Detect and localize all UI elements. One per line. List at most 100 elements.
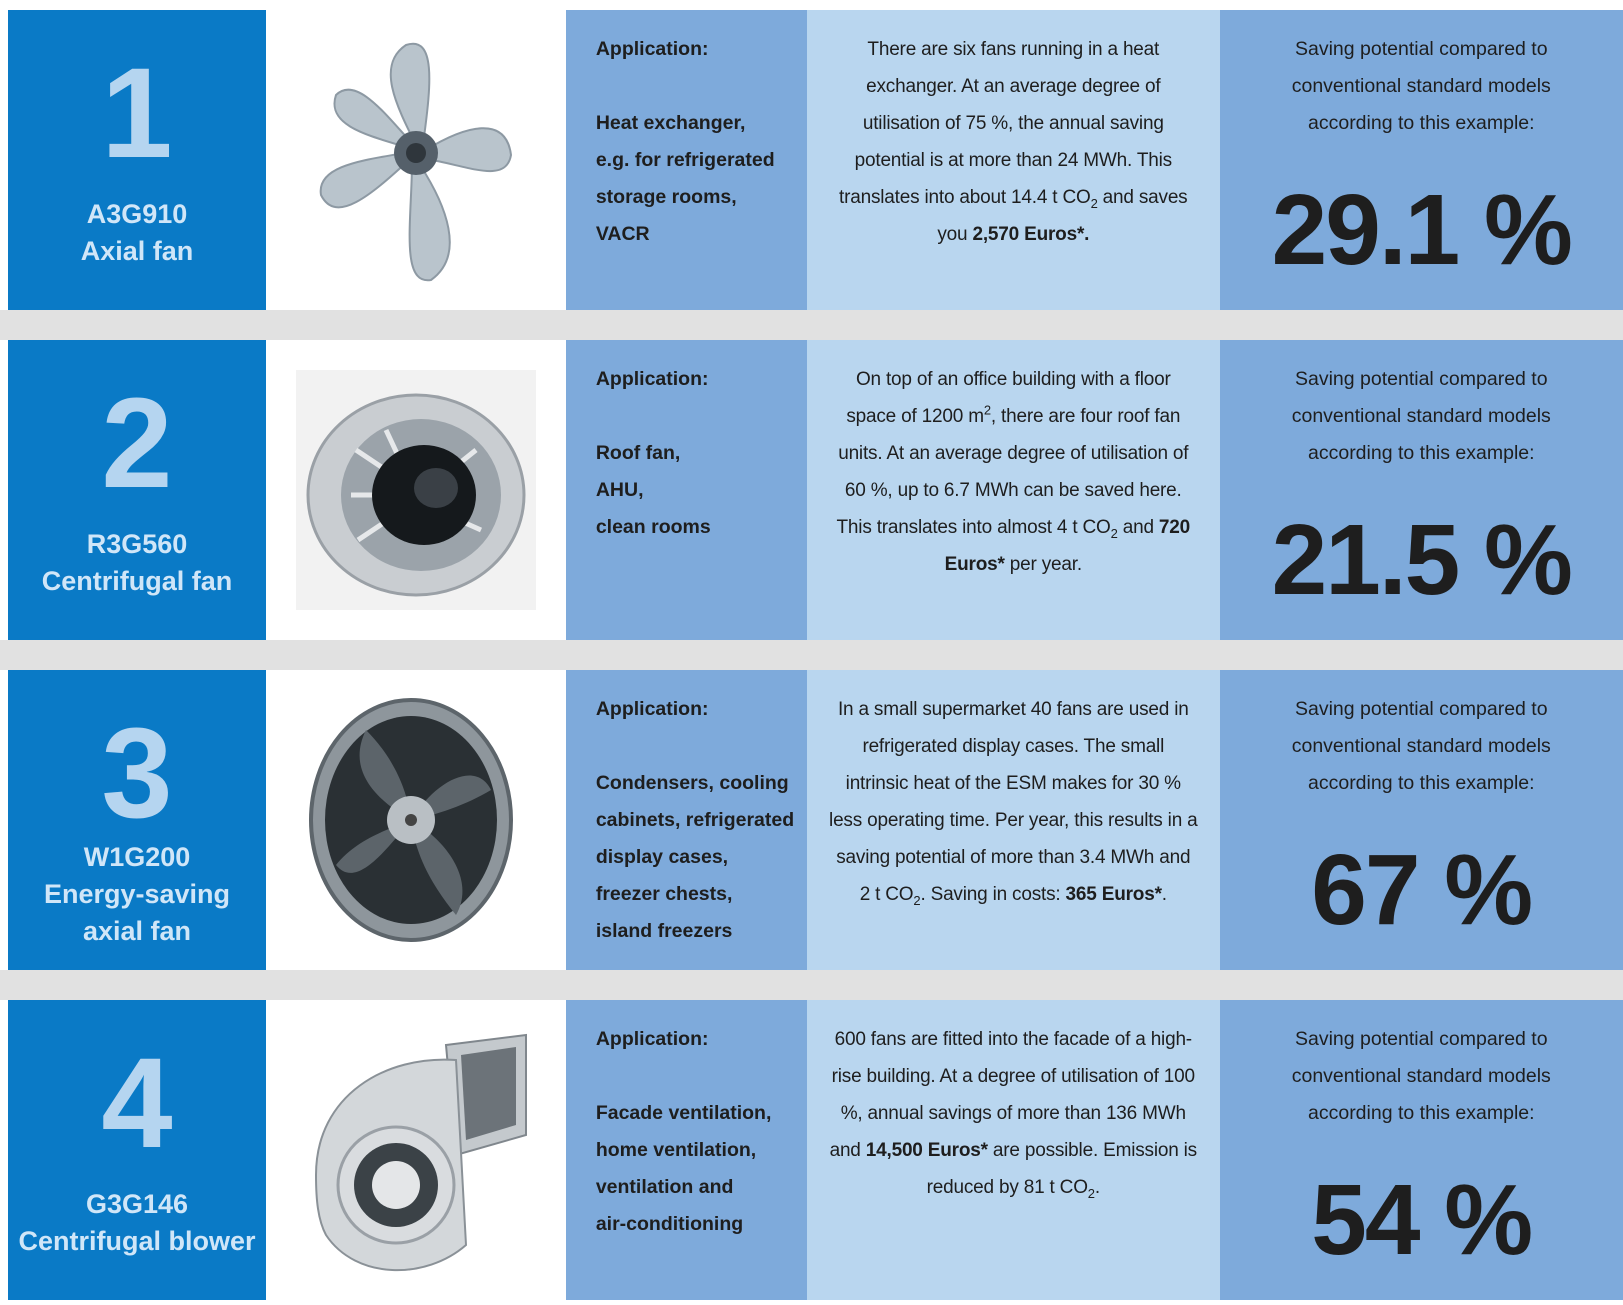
application-line: home ventilation, [596,1132,807,1169]
fan-image [296,370,536,610]
image-cell [266,340,566,640]
saving-cell: Saving potential compared to conventiona… [1220,340,1623,640]
saving-intro: according to this example: [1220,1095,1623,1132]
superscript: 2 [984,403,991,418]
saving-intro: conventional standard models [1220,1058,1623,1095]
saving-intro: Saving potential compared to [1220,1021,1623,1058]
saving-cell: Saving potential compared to conventiona… [1220,1000,1623,1300]
application-line: Roof fan, [596,435,807,472]
saving-intro: conventional standard models [1220,398,1623,435]
model-line: A3G910 [81,196,194,233]
model-line: Energy-saving [44,876,230,913]
saving-intro: Saving potential compared to [1220,361,1623,398]
application-line: VACR [596,216,807,253]
model-line: axial fan [44,913,230,950]
model-line: R3G560 [42,526,233,563]
row-number: 4 [101,1040,172,1168]
application-line: freezer chests, [596,876,807,913]
image-cell [266,670,566,970]
application-cell: Application: Facade ventilation, home ve… [566,1000,807,1300]
bold-text: 14,500 Euros* [866,1140,988,1161]
saving-intro: according to this example: [1220,765,1623,802]
text: per year. [1005,554,1082,575]
image-cell [266,10,566,310]
saving-intro: Saving potential compared to [1220,31,1623,68]
application-line: Condensers, cooling [596,765,807,802]
application-line: storage rooms, [596,179,807,216]
application-line: cabinets, refrigerated [596,802,807,839]
separator [0,970,1623,1000]
saving-intro: conventional standard models [1220,68,1623,105]
row-number: 3 [101,710,172,838]
saving-cell: Saving potential compared to conventiona… [1220,670,1623,970]
application-label: Application: [596,691,807,728]
fan-image [296,1015,536,1285]
text: . Saving in costs: [920,884,1065,905]
description-cell: There are six fans running in a heat exc… [807,10,1220,310]
saving-cell: Saving potential compared to conventiona… [1220,10,1623,310]
text: In a small supermarket 40 fans are used … [829,699,1197,905]
application-label: Application: [596,1021,807,1058]
fan-image [316,25,516,295]
image-cell [266,1000,566,1300]
application-cell: Application: Condensers, cooling cabinet… [566,670,807,970]
saving-intro: Saving potential compared to [1220,691,1623,728]
description-cell: 600 fans are fitted into the facade of a… [807,1000,1220,1300]
text: . [1162,884,1167,905]
model: R3G560Centrifugal fan [42,526,233,600]
application-line: island freezers [596,913,807,950]
saving-value: 54 % [1220,1170,1623,1270]
subscript: 2 [1091,196,1098,211]
subscript: 2 [1088,1186,1095,1201]
separator [0,310,1623,340]
description-cell: In a small supermarket 40 fans are used … [807,670,1220,970]
text: There are six fans running in a heat exc… [839,39,1172,208]
saving-intro: according to this example: [1220,435,1623,472]
application-line: clean rooms [596,509,807,546]
bold-text: 365 Euros* [1066,884,1162,905]
model-line: Centrifugal fan [42,563,233,600]
saving-value: 67 % [1220,840,1623,940]
application-label: Application: [596,361,807,398]
model-line: W1G200 [44,839,230,876]
application-cell: Application: Roof fan, AHU, clean rooms [566,340,807,640]
separator [0,640,1623,670]
application-line: Facade ventilation, [596,1095,807,1132]
application-line: e.g. for refrigerated [596,142,807,179]
text: . [1095,1177,1100,1198]
application-cell: Application: Heat exchanger, e.g. for re… [566,10,807,310]
application-label: Application: [596,31,807,68]
fan-image [306,690,526,950]
application-line: ventilation and [596,1169,807,1206]
application-line: Heat exchanger, [596,105,807,142]
description-cell: On top of an office building with a floo… [807,340,1220,640]
text: and [1118,517,1159,538]
saving-value: 29.1 % [1220,180,1623,280]
model-line: Centrifugal blower [18,1223,255,1260]
saving-intro: according to this example: [1220,105,1623,142]
saving-intro: conventional standard models [1220,728,1623,765]
saving-value: 21.5 % [1220,510,1623,610]
model-line: G3G146 [18,1186,255,1223]
bold-text: 2,570 Euros*. [972,224,1089,245]
subscript: 2 [1111,526,1118,541]
row-number: 2 [101,380,172,508]
model-line: Axial fan [81,233,194,270]
application-line: air-conditioning [596,1206,807,1243]
page: 1 A3G910Axial fan Application: Heat exch… [0,0,1623,1305]
application-line: AHU, [596,472,807,509]
application-line: display cases, [596,839,807,876]
row-number: 1 [101,50,172,178]
